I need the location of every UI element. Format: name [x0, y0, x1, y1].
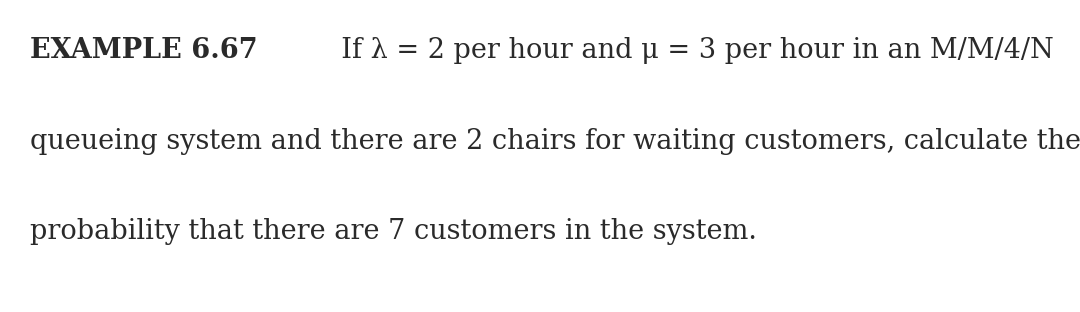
Text: If λ = 2 per hour and μ = 3 per hour in an M/M/4/N: If λ = 2 per hour and μ = 3 per hour in … [324, 37, 1054, 65]
Text: queueing system and there are 2 chairs for waiting customers, calculate the: queueing system and there are 2 chairs f… [30, 128, 1080, 155]
Text: EXAMPLE 6.67: EXAMPLE 6.67 [30, 37, 258, 65]
Text: probability that there are 7 customers in the system.: probability that there are 7 customers i… [30, 218, 757, 246]
